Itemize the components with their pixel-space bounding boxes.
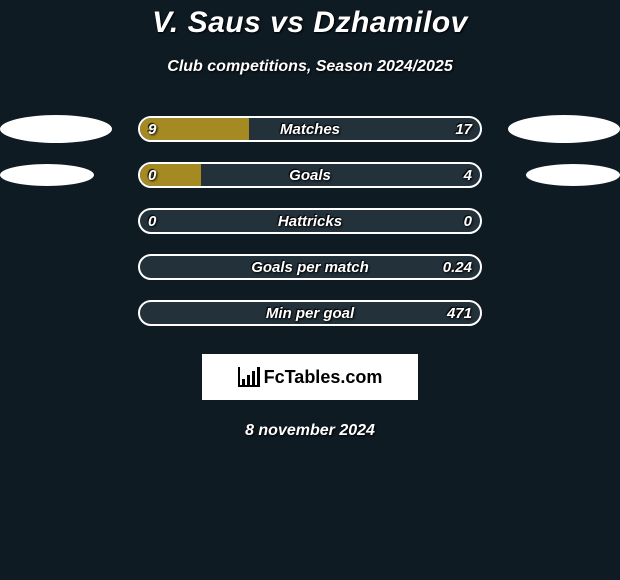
infographic-container: V. Saus vs Dzhamilov Club competitions, … (0, 0, 620, 580)
player-left-oval (0, 115, 112, 143)
stat-value-right: 17 (455, 118, 472, 140)
stat-value-right: 0.24 (443, 256, 472, 278)
date-text: 8 november 2024 (0, 422, 620, 440)
bar-chart-icon (238, 367, 260, 387)
brand-logo-text: FcTables.com (264, 367, 383, 388)
stat-row: 0Goals4 (0, 162, 620, 188)
stat-row: Goals per match0.24 (0, 254, 620, 280)
stat-row: Min per goal471 (0, 300, 620, 326)
stat-value-right: 0 (464, 210, 472, 232)
stat-label: Min per goal (140, 302, 480, 324)
stat-label: Goals per match (140, 256, 480, 278)
stat-value-right: 4 (464, 164, 472, 186)
stat-value-left: 0 (148, 210, 156, 232)
stat-rows: 9Matches17 0Goals4 0Hattricks0 Goals per ma… (0, 116, 620, 326)
stat-bar: Min per goal471 (138, 300, 482, 326)
stat-bar: 0Hattricks0 (138, 208, 482, 234)
player-left-oval (0, 164, 94, 186)
brand-logo: FcTables.com (202, 354, 418, 400)
stat-row: 9Matches17 (0, 116, 620, 142)
stat-value-right: 471 (447, 302, 472, 324)
stat-label: Hattricks (140, 210, 480, 232)
stat-bar-fill (140, 164, 201, 186)
stat-bar: Goals per match0.24 (138, 254, 482, 280)
page-title: V. Saus vs Dzhamilov (0, 6, 620, 40)
stat-row: 0Hattricks0 (0, 208, 620, 234)
stat-bar-fill (140, 118, 249, 140)
subtitle: Club competitions, Season 2024/2025 (0, 58, 620, 76)
stat-bar: 9Matches17 (138, 116, 482, 142)
stat-bar: 0Goals4 (138, 162, 482, 188)
player-right-oval (508, 115, 620, 143)
brand-logo-inner: FcTables.com (238, 367, 383, 388)
player-right-oval (526, 164, 620, 186)
